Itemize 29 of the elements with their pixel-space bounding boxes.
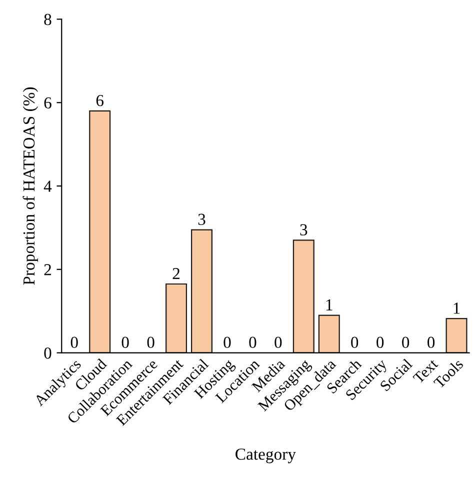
- data-label: 0: [376, 336, 384, 348]
- data-label: 0: [428, 336, 435, 348]
- data-label: 0: [224, 336, 231, 348]
- bar: [166, 283, 188, 353]
- data-label: 3: [198, 214, 206, 226]
- x-axis-title: Category: [236, 448, 296, 464]
- data-label: 0: [70, 336, 78, 348]
- y-axis-title: Proportion of HATEOAS (%): [22, 87, 38, 285]
- data-label: 6: [96, 94, 104, 106]
- y-tick-label: 4: [44, 180, 52, 192]
- data-label: 0: [249, 336, 256, 348]
- data-label: 3: [300, 224, 308, 236]
- bar: [318, 314, 340, 353]
- data-label: 0: [274, 336, 282, 348]
- data-label: 0: [147, 336, 154, 348]
- data-label: 2: [172, 268, 180, 280]
- data-label: 0: [122, 336, 129, 348]
- bar: [446, 318, 468, 353]
- data-label: 1: [326, 299, 332, 310]
- y-tick-label: 0: [44, 348, 52, 359]
- y-tick-label: 2: [44, 264, 51, 276]
- bar: [191, 229, 212, 353]
- bar: [89, 110, 111, 353]
- y-tick-label: 6: [44, 97, 52, 109]
- data-label: 0: [351, 336, 358, 348]
- data-label: 0: [402, 336, 410, 348]
- data-label: 1: [454, 302, 460, 314]
- y-tick-label: 8: [44, 14, 52, 26]
- bar: [292, 240, 314, 353]
